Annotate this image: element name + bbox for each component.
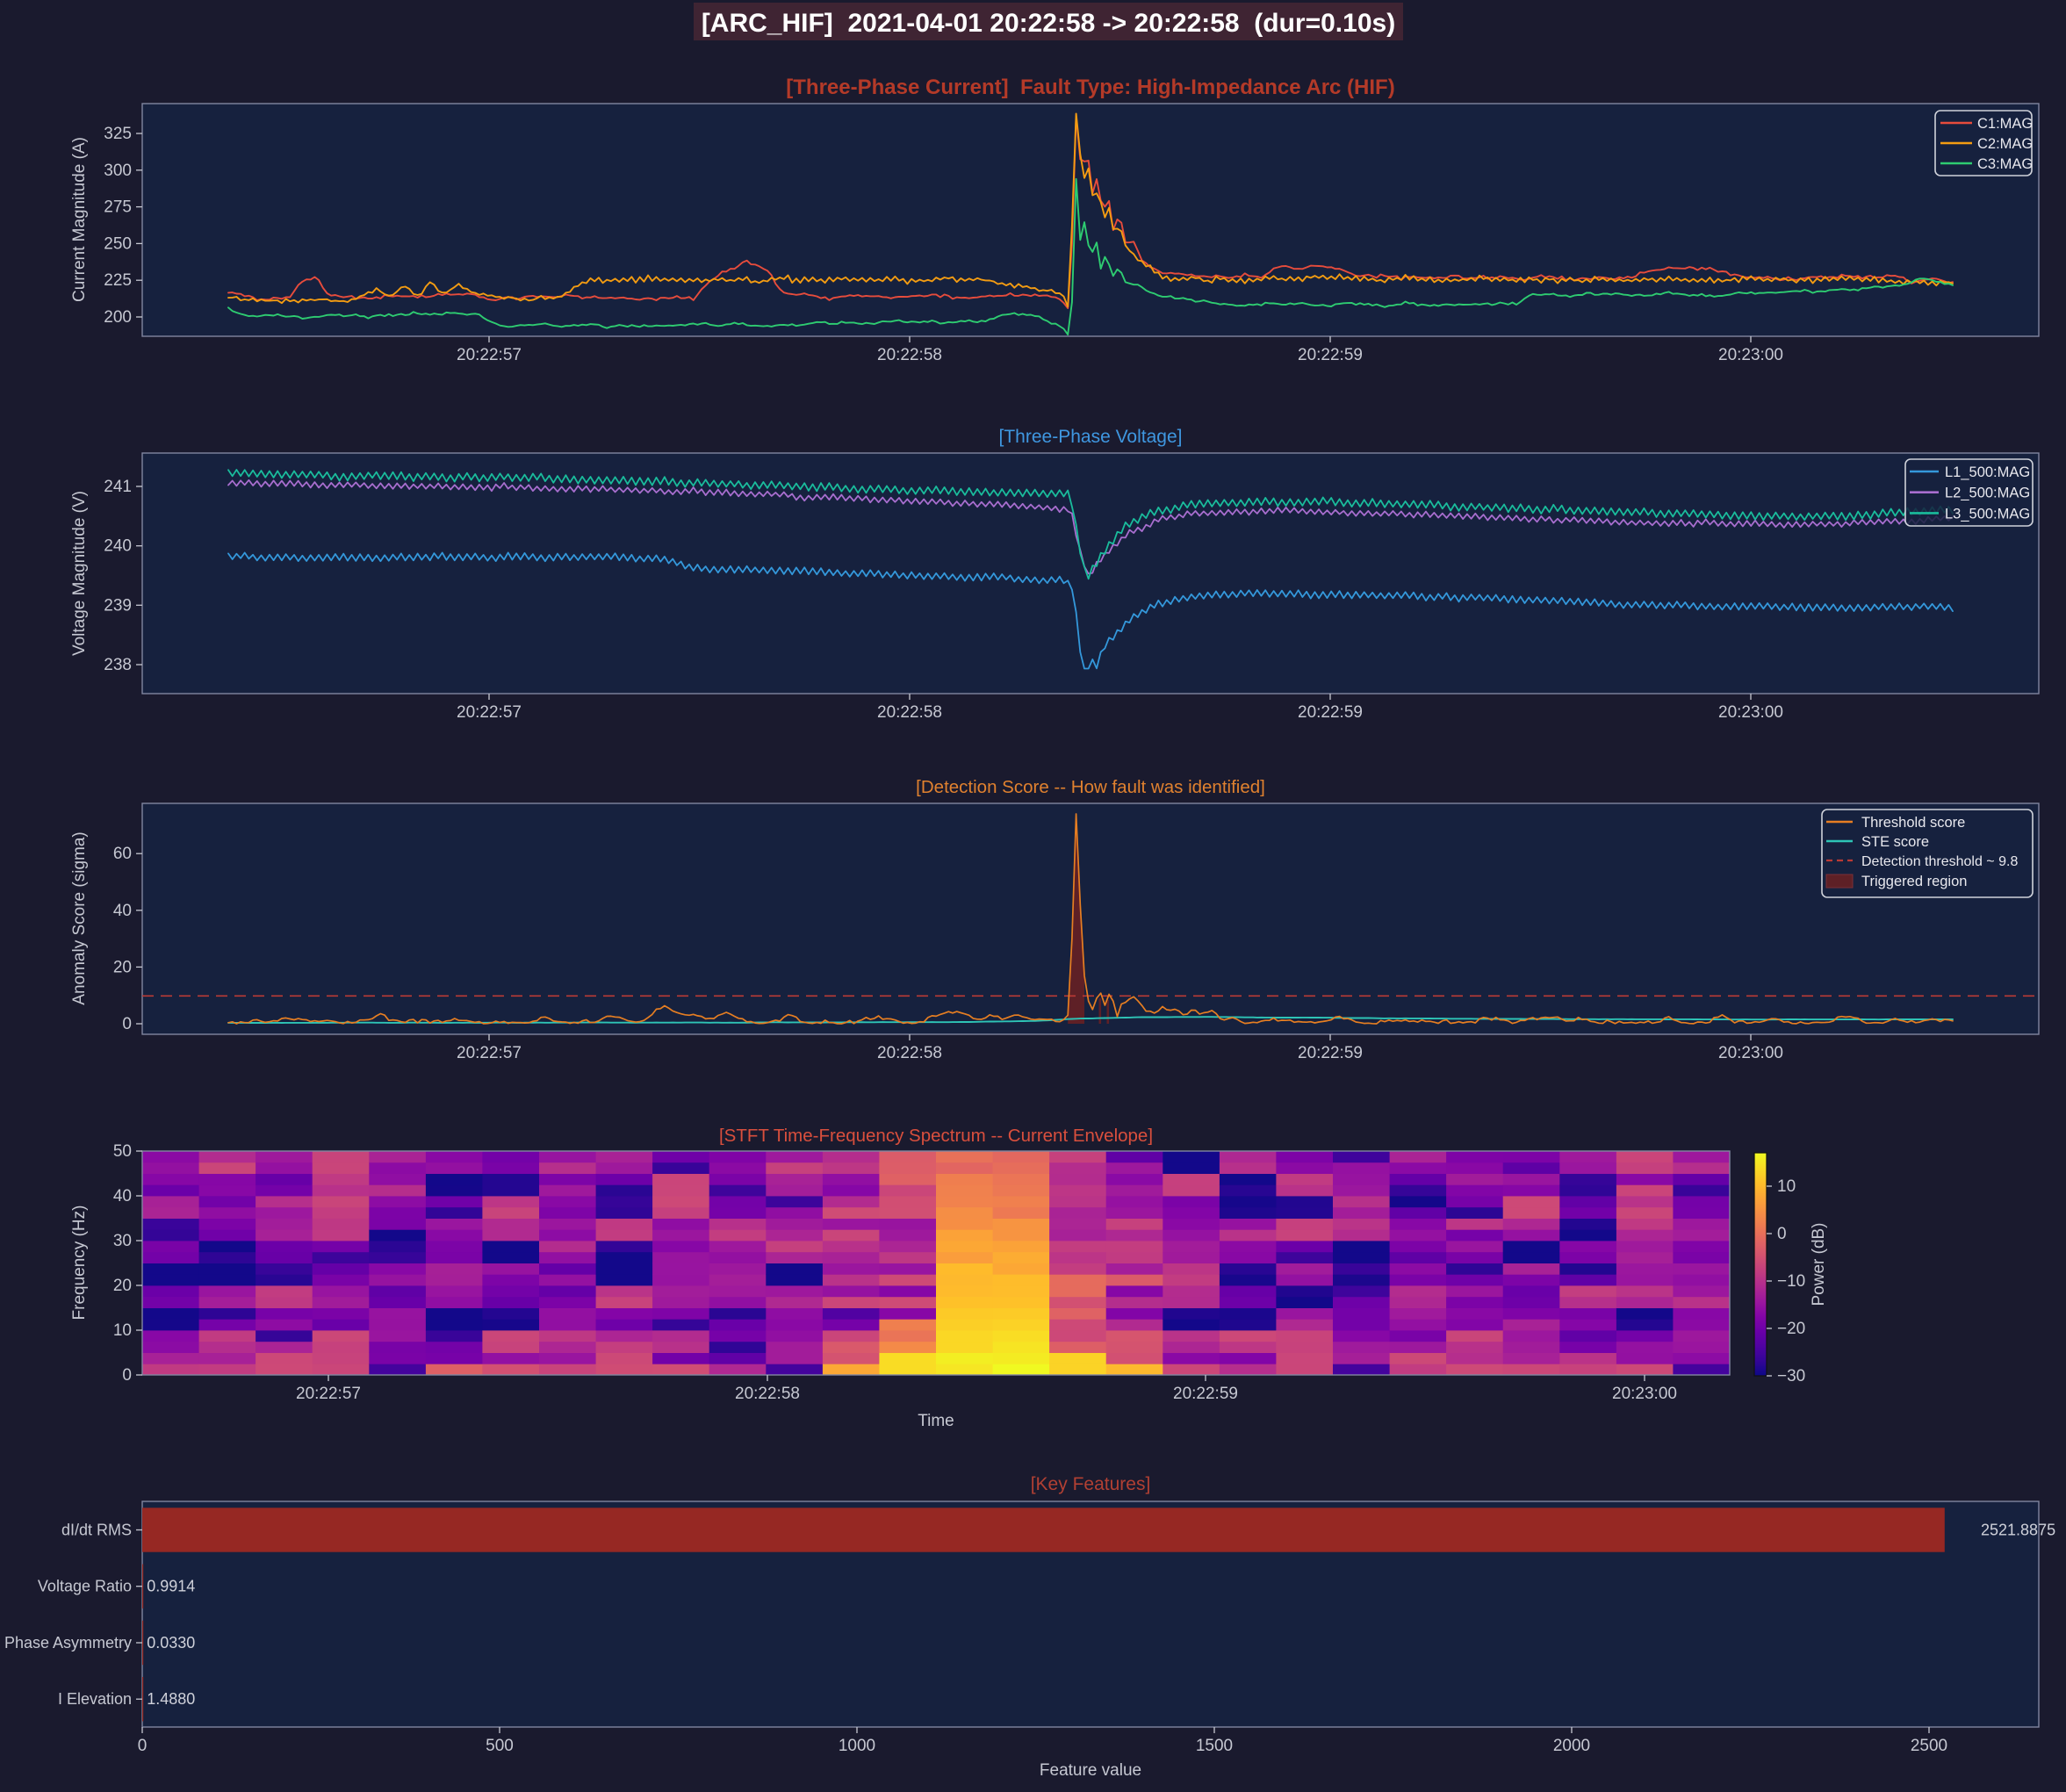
svg-text:20:23:00: 20:23:00 xyxy=(1718,703,1783,722)
svg-text:40: 40 xyxy=(113,902,132,920)
svg-text:20:22:59: 20:22:59 xyxy=(1173,1385,1238,1403)
svg-text:40: 40 xyxy=(113,1187,132,1205)
svg-text:30: 30 xyxy=(113,1232,132,1250)
svg-text:20:22:57: 20:22:57 xyxy=(457,346,522,364)
svg-text:20:22:58: 20:22:58 xyxy=(877,1044,942,1062)
svg-text:20:22:59: 20:22:59 xyxy=(1298,703,1363,722)
svg-text:325: 325 xyxy=(104,125,132,143)
svg-text:240: 240 xyxy=(104,537,132,556)
svg-text:500: 500 xyxy=(486,1737,514,1755)
svg-text:Detection threshold ~ 9.8: Detection threshold ~ 9.8 xyxy=(1861,854,2018,869)
svg-text:1500: 1500 xyxy=(1196,1737,1233,1755)
svg-text:20:23:00: 20:23:00 xyxy=(1718,346,1783,364)
svg-text:60: 60 xyxy=(113,845,132,863)
svg-text:Anomaly Score (sigma): Anomaly Score (sigma) xyxy=(70,831,89,1004)
svg-text:0.9914: 0.9914 xyxy=(147,1578,195,1595)
svg-text:20:22:57: 20:22:57 xyxy=(457,703,522,722)
svg-text:Threshold score: Threshold score xyxy=(1861,815,1965,831)
svg-text:2500: 2500 xyxy=(1911,1737,1947,1755)
svg-text:[Three-Phase Current] Fault T: [Three-Phase Current] Fault Type: High-I… xyxy=(786,76,1394,99)
svg-text:Phase Asymmetry: Phase Asymmetry xyxy=(4,1634,132,1652)
svg-text:20:23:00: 20:23:00 xyxy=(1612,1385,1677,1403)
svg-text:50: 50 xyxy=(113,1142,132,1161)
svg-text:1.4880: 1.4880 xyxy=(147,1690,195,1708)
svg-text:Voltage Ratio: Voltage Ratio xyxy=(38,1578,132,1595)
svg-text:−10: −10 xyxy=(1777,1272,1805,1291)
svg-text:225: 225 xyxy=(104,271,132,290)
svg-text:250: 250 xyxy=(104,234,132,253)
svg-text:[Key Features]: [Key Features] xyxy=(1031,1474,1151,1494)
svg-text:−20: −20 xyxy=(1777,1320,1805,1338)
svg-text:10: 10 xyxy=(113,1321,132,1340)
svg-text:Power (dB): Power (dB) xyxy=(1810,1222,1828,1306)
svg-text:[Three-Phase Voltage]: [Three-Phase Voltage] xyxy=(999,427,1183,447)
svg-text:0: 0 xyxy=(138,1737,148,1755)
svg-text:C2:MAG: C2:MAG xyxy=(1977,136,2033,152)
svg-text:20: 20 xyxy=(113,1277,132,1295)
svg-text:[ARC_HIF] 2021-04-01 20:22:58: [ARC_HIF] 2021-04-01 20:22:58 -> 20:22:5… xyxy=(702,9,1395,38)
svg-text:20: 20 xyxy=(113,958,132,976)
svg-text:241: 241 xyxy=(104,478,132,496)
svg-text:0: 0 xyxy=(122,1366,132,1385)
svg-text:I Elevation: I Elevation xyxy=(58,1690,132,1708)
svg-text:Feature value: Feature value xyxy=(1040,1761,1141,1780)
svg-text:1000: 1000 xyxy=(839,1737,875,1755)
svg-text:C3:MAG: C3:MAG xyxy=(1977,156,2033,172)
svg-text:L2_500:MAG: L2_500:MAG xyxy=(1945,486,2030,501)
svg-text:2000: 2000 xyxy=(1553,1737,1590,1755)
svg-text:20:22:59: 20:22:59 xyxy=(1298,346,1363,364)
svg-text:STE score: STE score xyxy=(1861,834,1929,850)
svg-text:20:22:58: 20:22:58 xyxy=(877,703,942,722)
svg-text:0: 0 xyxy=(1777,1225,1787,1243)
svg-text:0: 0 xyxy=(122,1015,132,1033)
svg-text:[Detection Score -- How fault: [Detection Score -- How fault was identi… xyxy=(916,777,1265,797)
svg-text:Current Magnitude (A): Current Magnitude (A) xyxy=(70,137,89,302)
svg-text:L1_500:MAG: L1_500:MAG xyxy=(1945,464,2030,480)
svg-text:200: 200 xyxy=(104,308,132,327)
svg-text:238: 238 xyxy=(104,656,132,674)
svg-text:Frequency (Hz): Frequency (Hz) xyxy=(70,1205,89,1321)
svg-text:0.0330: 0.0330 xyxy=(147,1634,195,1652)
svg-text:20:22:58: 20:22:58 xyxy=(877,346,942,364)
svg-text:20:23:00: 20:23:00 xyxy=(1718,1044,1783,1062)
svg-text:[STFT Time-Frequency Spectrum: [STFT Time-Frequency Spectrum -- Current… xyxy=(719,1126,1153,1146)
svg-text:Time: Time xyxy=(918,1412,954,1430)
svg-text:Voltage Magnitude (V): Voltage Magnitude (V) xyxy=(70,491,89,656)
svg-text:2521.8875: 2521.8875 xyxy=(1981,1522,2055,1539)
svg-text:275: 275 xyxy=(104,198,132,217)
svg-text:20:22:59: 20:22:59 xyxy=(1298,1044,1363,1062)
svg-text:239: 239 xyxy=(104,596,132,615)
svg-text:20:22:57: 20:22:57 xyxy=(457,1044,522,1062)
svg-text:20:22:58: 20:22:58 xyxy=(735,1385,800,1403)
svg-text:20:22:57: 20:22:57 xyxy=(296,1385,361,1403)
svg-text:L3_500:MAG: L3_500:MAG xyxy=(1945,506,2030,522)
svg-text:dI/dt RMS: dI/dt RMS xyxy=(61,1522,132,1539)
svg-text:Triggered region: Triggered region xyxy=(1861,874,1967,889)
svg-text:300: 300 xyxy=(104,162,132,180)
svg-text:10: 10 xyxy=(1777,1177,1796,1196)
svg-text:−30: −30 xyxy=(1777,1367,1805,1385)
svg-text:C1:MAG: C1:MAG xyxy=(1977,116,2033,132)
